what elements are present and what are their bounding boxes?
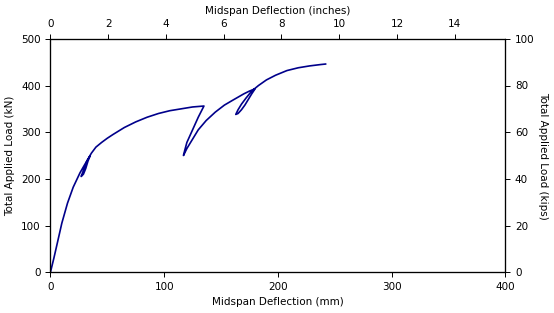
- Y-axis label: Total Applied Load (kips): Total Applied Load (kips): [538, 92, 548, 219]
- X-axis label: Midspan Deflection (mm): Midspan Deflection (mm): [212, 297, 343, 307]
- X-axis label: Midspan Deflection (inches): Midspan Deflection (inches): [205, 6, 351, 16]
- Y-axis label: Total Applied Load (kN): Total Applied Load (kN): [6, 95, 16, 216]
